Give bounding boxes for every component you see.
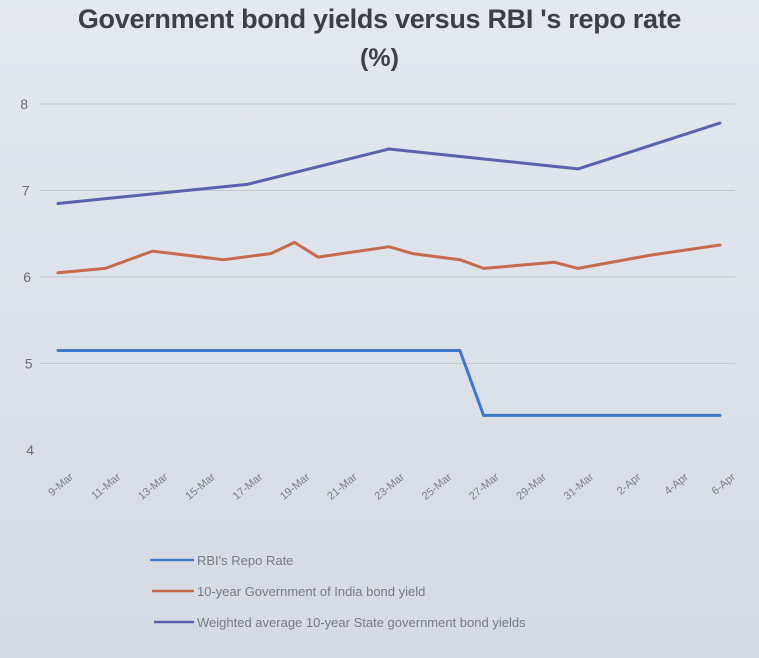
x-tick-label: 2-Apr (615, 471, 644, 498)
x-tick-label: 13-Mar (136, 471, 171, 503)
chart-title: Government bond yields versus RBI 's rep… (77, 4, 682, 34)
gridlines (40, 103, 735, 364)
legend-label-2: Weighted average 10-year State governmen… (197, 615, 526, 630)
series-line-1 (56, 240, 722, 275)
chart-subtitle: (%) (360, 44, 399, 72)
x-tick-label: 15-Mar (183, 471, 218, 503)
series-line-2 (56, 121, 722, 205)
x-tick-label: 9-Mar (46, 471, 76, 499)
y-axis-ticks: 4 5 6 7 8 (20, 96, 34, 458)
x-tick-label: 11-Mar (89, 471, 123, 502)
x-tick-label: 23-Mar (373, 471, 408, 503)
x-axis-ticks: 9-Mar 11-Mar 13-Mar 15-Mar 17-Mar 19-Mar 21-Ma… (46, 471, 738, 503)
x-tick-label: 25-Mar (420, 471, 455, 503)
x-tick-label: 6-Apr (710, 471, 739, 498)
x-tick-label: 21-Mar (325, 471, 360, 503)
x-tick-label: 17-Mar (231, 471, 266, 503)
x-tick-label: 19-Mar (278, 471, 313, 503)
x-tick-label: 4-Apr (662, 471, 691, 498)
y-tick-label: 7 (22, 183, 30, 199)
legend: RBI's Repo Rate 10-year Government of Ind… (150, 553, 526, 630)
legend-label-1: 10-year Government of India bond yield (197, 584, 425, 599)
x-tick-label: 29-Mar (514, 471, 549, 503)
x-tick-label: 31-Mar (562, 471, 597, 503)
y-tick-label: 5 (25, 356, 33, 372)
series-line-0 (56, 349, 722, 417)
x-tick-label: 27-Mar (467, 471, 502, 503)
y-tick-label: 6 (23, 269, 31, 285)
legend-label-0: RBI's Repo Rate (197, 553, 293, 568)
y-tick-label: 4 (26, 442, 34, 458)
series-lines (56, 121, 722, 417)
y-tick-label: 8 (20, 96, 28, 112)
